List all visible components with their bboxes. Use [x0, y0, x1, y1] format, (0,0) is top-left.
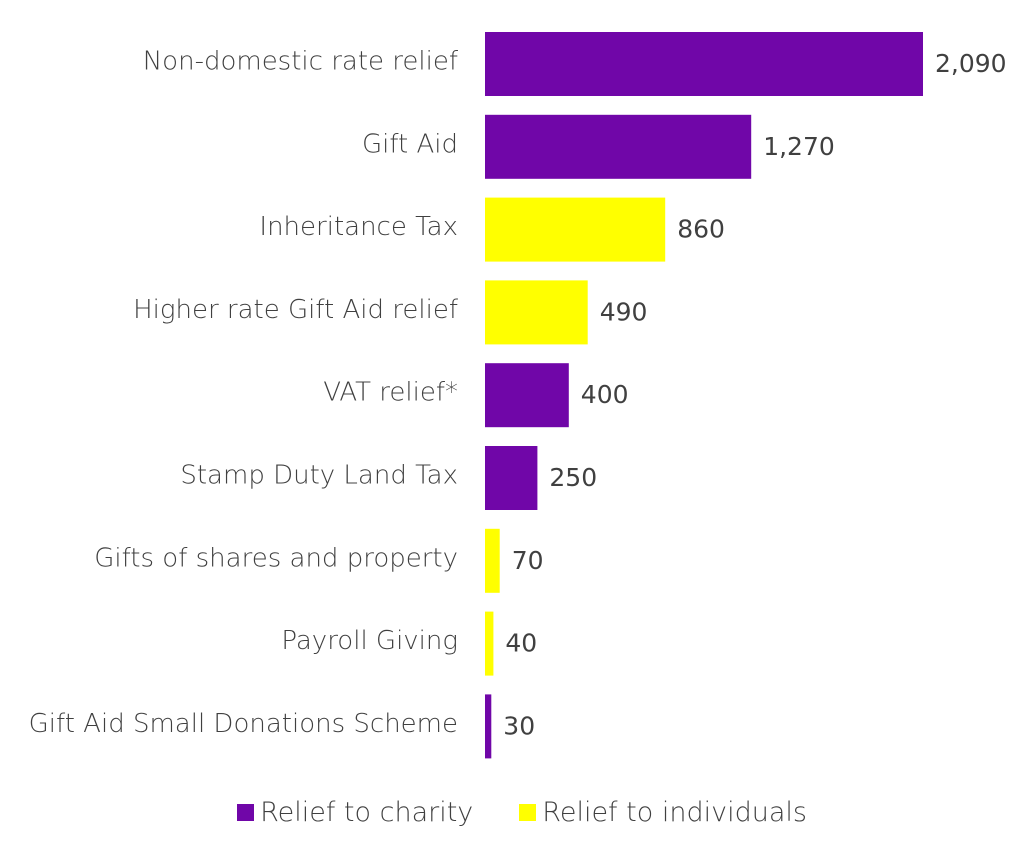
value-label-6: 70	[512, 546, 544, 575]
legend-label-individuals: Relief to individuals	[542, 796, 807, 828]
value-label-3: 490	[600, 297, 648, 326]
bar-4	[485, 363, 569, 428]
value-label-0: 2,090	[935, 49, 1007, 78]
legend-label-charity: Relief to charity	[260, 796, 474, 828]
bar-7	[485, 611, 494, 676]
bar-5	[485, 446, 538, 510]
legend: Relief to charity Relief to individuals	[0, 792, 1032, 832]
value-label-7: 40	[505, 629, 537, 658]
bar-3	[485, 280, 588, 345]
bar-0	[485, 32, 923, 96]
category-label-8: Gift Aid Small Donations Scheme	[29, 709, 458, 739]
bar-1	[485, 114, 752, 179]
category-label-0: Non-domestic rate relief	[143, 47, 459, 77]
bar-8	[485, 694, 492, 759]
category-label-2: Inheritance Tax	[259, 212, 458, 242]
bar-chart-svg: Non-domestic rate relief 2,090 Gift Aid 1,2…	[29, 32, 1007, 759]
legend-item-individuals: Relief to individuals	[519, 797, 807, 828]
bar-6	[485, 528, 500, 593]
category-label-6: Gifts of shares and property	[94, 543, 458, 573]
value-label-2: 860	[677, 215, 725, 244]
category-label-3: Higher rate Gift Aid relief	[133, 295, 459, 325]
category-label-5: Stamp Duty Land Tax	[180, 461, 458, 491]
category-label-1: Gift Aid	[362, 129, 458, 159]
bar-2	[485, 197, 666, 262]
category-label-7: Payroll Giving	[281, 626, 458, 656]
value-label-8: 30	[503, 711, 535, 740]
value-label-5: 250	[549, 463, 597, 492]
category-label-4: VAT relief*	[323, 378, 458, 408]
legend-swatch-charity	[237, 803, 255, 821]
legend-item-charity: Relief to charity	[237, 797, 473, 828]
value-label-4: 400	[581, 380, 629, 409]
value-label-1: 1,270	[763, 132, 835, 161]
legend-swatch-individuals	[519, 803, 537, 821]
